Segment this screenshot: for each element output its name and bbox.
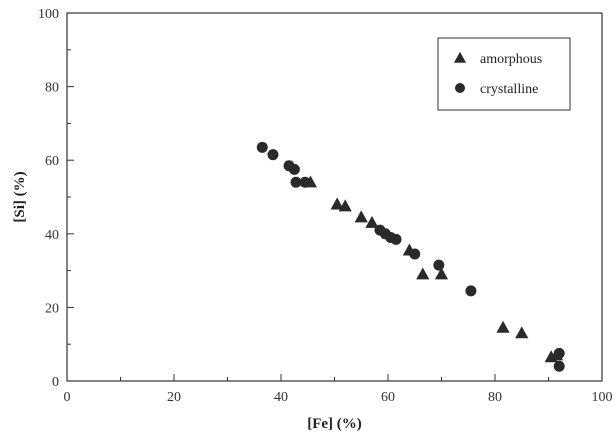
data-point-crystalline [290,176,302,188]
legend-box [437,37,571,111]
data-point-amorphous [434,267,449,280]
data-point-crystalline [256,141,268,153]
y-tick-label: 40 [45,228,59,243]
y-tick-label: 20 [45,301,59,316]
x-tick-label: 40 [274,390,288,405]
data-point-amorphous [416,267,430,280]
legend-item-crystalline: crystalline [455,82,538,97]
legend-label-amorphous: amorphous [480,52,542,67]
data-point-crystalline [553,347,565,359]
y-tick-label: 80 [45,81,59,96]
legend-marker-amorphous [453,51,467,63]
data-point-amorphous [365,215,379,228]
y-tick-label: 60 [45,154,59,169]
x-tick-label: 80 [488,390,502,405]
legend-marker-crystalline [455,83,465,93]
legend: amorphous crystalline [437,37,571,111]
x-tick-label: 20 [167,390,181,405]
data-point-crystalline [465,285,477,297]
legend-item-amorphous: amorphous [453,51,542,67]
data-point-amorphous [515,326,529,339]
data-point-amorphous [330,197,344,210]
y-tick-label: 100 [38,7,59,22]
data-point-crystalline [553,360,565,372]
x-tick-label: 60 [381,390,395,405]
x-axis-label: [Fe] (%) [307,416,362,432]
data-point-crystalline [267,149,279,161]
data-point-crystalline [299,176,311,188]
data-point-crystalline [409,248,421,260]
data-point-amorphous [338,199,352,212]
x-tick-label: 100 [592,390,613,405]
y-axis: 0 20 40 60 80 100 [38,7,74,390]
data-point-crystalline [288,163,300,175]
data-points [256,141,565,372]
data-point-amorphous [354,210,368,223]
x-axis: 0 20 40 60 80 100 [64,374,613,405]
legend-label-crystalline: crystalline [480,82,538,97]
data-point-crystalline [390,233,402,245]
y-axis-label: [Si] (%) [12,171,28,222]
data-point-amorphous [496,320,510,333]
data-point-crystalline [433,259,445,271]
x-tick-label: 0 [64,390,71,405]
y-tick-label: 0 [52,375,59,390]
